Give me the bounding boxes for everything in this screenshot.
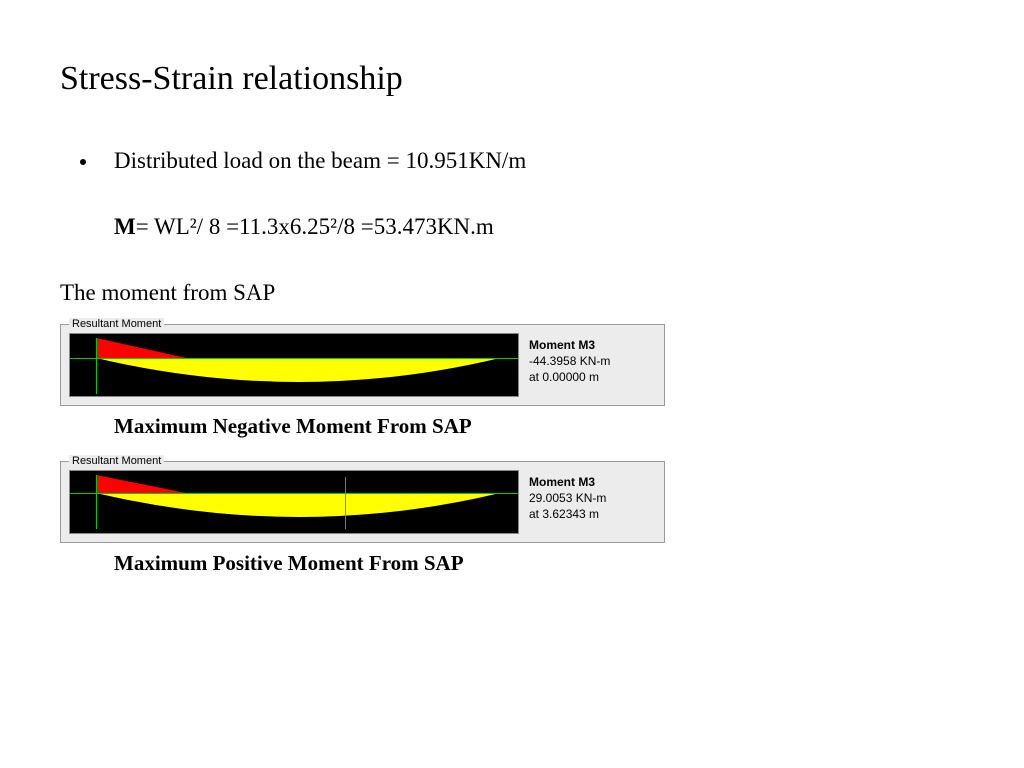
bullet-item: Distributed load on the beam = 10.951KN/… [80, 148, 964, 174]
moment-diagram [69, 470, 519, 534]
positive-moment-region [96, 358, 500, 382]
moment-info: Moment M3-44.3958 KN-mat 0.00000 m [529, 333, 656, 397]
panel-caption: Maximum Positive Moment From SAP [114, 551, 964, 576]
panel-caption: Maximum Negative Moment From SAP [114, 414, 964, 439]
info-title: Moment M3 [529, 474, 656, 490]
page-title: Stress-Strain relationship [60, 60, 964, 98]
negative-moment-region [96, 338, 186, 358]
positive-moment-region [96, 493, 500, 517]
position-marker [345, 477, 346, 529]
moment-diagram [69, 333, 519, 397]
bullet-text: Distributed load on the beam = 10.951KN/… [114, 148, 526, 174]
position-marker [96, 475, 97, 529]
centerline [70, 358, 518, 359]
sap-panel: Resultant MomentMoment M3-44.3958 KN-mat… [60, 324, 665, 406]
moment-info: Moment M329.0053 KN-mat 3.62343 m [529, 470, 656, 534]
diagram-svg [70, 471, 519, 534]
info-position: at 3.62343 m [529, 506, 656, 522]
sap-intro: The moment from SAP [60, 280, 964, 306]
formula-symbol: M [114, 214, 136, 239]
position-marker [96, 338, 97, 394]
info-title: Moment M3 [529, 337, 656, 353]
info-position: at 0.00000 m [529, 369, 656, 385]
formula-body: = WL²/ 8 =11.3x6.25²/8 =53.473KN.m [136, 214, 494, 239]
info-value: -44.3958 KN-m [529, 353, 656, 369]
bullet-icon [80, 159, 86, 165]
sap-panel: Resultant MomentMoment M329.0053 KN-mat … [60, 461, 665, 543]
centerline [70, 493, 518, 494]
diagram-svg [70, 334, 519, 397]
info-value: 29.0053 KN-m [529, 490, 656, 506]
formula-line: M= WL²/ 8 =11.3x6.25²/8 =53.473KN.m [114, 214, 964, 240]
panel-legend: Resultant Moment [69, 318, 164, 330]
negative-moment-region [96, 475, 186, 493]
panel-legend: Resultant Moment [69, 455, 164, 467]
